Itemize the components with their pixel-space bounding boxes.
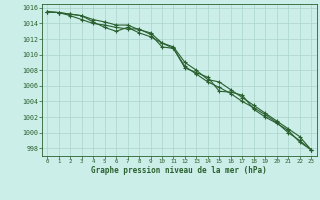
X-axis label: Graphe pression niveau de la mer (hPa): Graphe pression niveau de la mer (hPa) bbox=[91, 166, 267, 175]
